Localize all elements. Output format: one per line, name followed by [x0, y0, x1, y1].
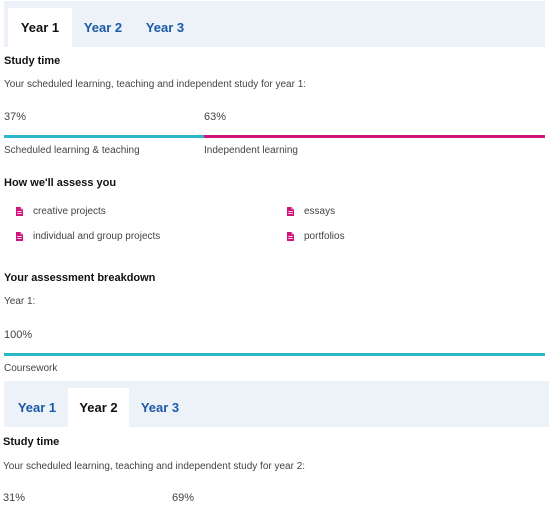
assess-item: essays: [304, 206, 336, 217]
coursework-percent: 100%: [4, 329, 33, 341]
tab-year-2[interactable]: Year 2: [83, 20, 123, 35]
study-time-heading: Study time: [4, 55, 61, 67]
tab-year-2[interactable]: Year 2: [68, 388, 129, 427]
independent-percent: 63%: [204, 111, 227, 123]
year-tabs-bottom: Year 1 Year 2 Year 3: [4, 381, 549, 427]
assess-item: portfolios: [304, 231, 345, 242]
coursework-bar: [4, 353, 545, 356]
independent-label: Independent learning: [204, 145, 298, 156]
document-icon: [16, 207, 23, 216]
tab-year-3[interactable]: Year 3: [145, 20, 185, 35]
scheduled-label: Scheduled learning & teaching: [4, 145, 140, 156]
study-time-description: Your scheduled learning, teaching and in…: [3, 461, 306, 472]
document-icon: [287, 232, 294, 241]
tab-year-3[interactable]: Year 3: [140, 400, 180, 415]
scheduled-percent: 37%: [4, 111, 27, 123]
document-icon: [16, 232, 23, 241]
assess-item: individual and group projects: [33, 231, 161, 242]
scheduled-percent: 31%: [3, 492, 26, 504]
study-time-heading: Study time: [3, 436, 60, 448]
tab-year-1[interactable]: Year 1: [8, 8, 72, 47]
tab-year-1[interactable]: Year 1: [17, 400, 57, 415]
assess-heading: How we'll assess you: [4, 177, 117, 189]
independent-bar: [204, 135, 545, 138]
coursework-label: Coursework: [4, 363, 58, 374]
year-tabs-top: Year 1 Year 2 Year 3: [4, 1, 545, 47]
assess-item: creative projects: [33, 206, 106, 217]
breakdown-heading: Your assessment breakdown: [4, 272, 156, 284]
breakdown-year-label: Year 1:: [4, 296, 36, 307]
independent-percent: 69%: [172, 492, 195, 504]
scheduled-bar: [4, 135, 204, 138]
study-time-description: Your scheduled learning, teaching and in…: [4, 79, 307, 90]
document-icon: [287, 207, 294, 216]
